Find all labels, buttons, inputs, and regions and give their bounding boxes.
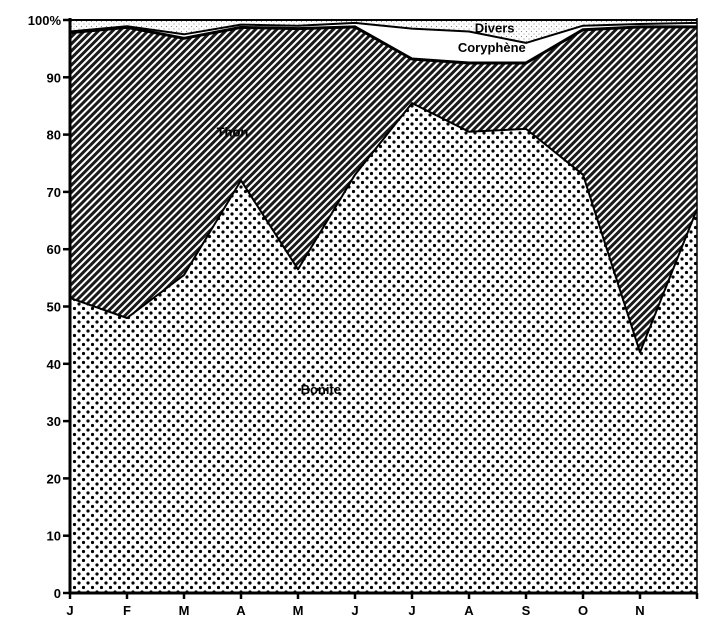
y-tick-label: 0 [54, 586, 61, 601]
series-label-thon: Thon [217, 125, 249, 140]
series-label-bonite: Bonite [301, 382, 341, 397]
y-tick-label: 40 [47, 357, 61, 372]
y-tick-label: 90 [47, 70, 61, 85]
x-tick-label: J [408, 603, 415, 618]
x-tick-label: N [635, 603, 644, 618]
series-label-divers: Divers [475, 20, 515, 35]
x-tick-label: F [123, 603, 131, 618]
y-tick-label: 60 [47, 242, 61, 257]
axes-layer: 0 10 20 30 40 50 60 70 80 90 100% J F M A M J J A S O N [28, 13, 699, 618]
x-tick-label: M [293, 603, 304, 618]
x-tick-label: M [179, 603, 190, 618]
area-divers [70, 20, 697, 43]
area-bonite [70, 103, 697, 593]
y-tick-label: 100% [28, 13, 62, 28]
x-tick-label: A [464, 603, 474, 618]
x-tick-label: A [236, 603, 246, 618]
y-tick-label: 50 [47, 300, 61, 315]
y-tick-label: 30 [47, 414, 61, 429]
y-tick-label: 20 [47, 471, 61, 486]
y-tick-label: 10 [47, 529, 61, 544]
y-tick-label: 80 [47, 128, 61, 143]
x-tick-label: O [578, 603, 588, 618]
labels-layer: Bonite Thon Coryphène Divers [217, 20, 526, 397]
series-label-coryph-ne: Coryphène [458, 40, 526, 55]
y-tick-label: 70 [47, 185, 61, 200]
x-tick-label: S [522, 603, 531, 618]
x-tick-label: J [351, 603, 358, 618]
series-boundary-thon [69, 25, 697, 65]
x-tick-label: J [66, 603, 73, 618]
series-boundary-bonite [69, 102, 698, 354]
area-thon [70, 26, 697, 353]
series-boundary-coryph-ne [69, 21, 698, 44]
areas-layer [69, 19, 698, 593]
